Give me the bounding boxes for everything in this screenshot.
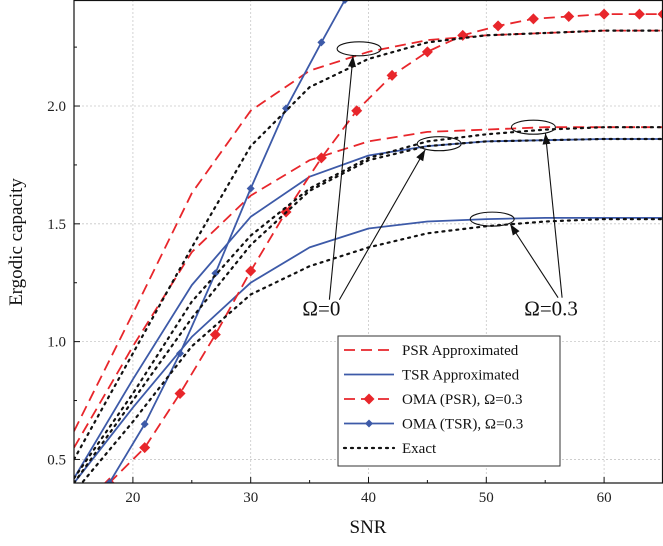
x-tick-label: 20 <box>125 490 140 506</box>
data-point-blue-solid-diamond <box>105 479 114 483</box>
annotation-label: Ω=0.3 <box>524 297 578 321</box>
data-point-red-dashed-diamond <box>633 8 645 20</box>
annotation-arrowhead <box>510 224 520 236</box>
y-tick-label: 0.5 <box>47 452 66 468</box>
legend-label: OMA (TSR), Ω=0.3 <box>402 417 523 433</box>
data-point-red-dashed-diamond <box>598 8 610 20</box>
series-layer <box>74 0 663 483</box>
legend-label: PSR Approximated <box>402 343 519 359</box>
data-point-red-dashed-diamond <box>351 105 363 117</box>
legend: PSR Approximated TSR Approximated OMA (PSR… <box>337 335 561 467</box>
data-point-red-dashed-diamond <box>209 329 221 341</box>
x-axis-title: SNR <box>350 517 387 538</box>
series-line-red-dashed <box>74 126 663 449</box>
data-point-red-dashed-diamond <box>174 387 186 399</box>
annotation-arrow-line <box>544 133 563 298</box>
annotation-label: Ω=0 <box>302 297 340 321</box>
data-point-red-dashed-diamond <box>492 20 504 32</box>
series-line-blue-solid <box>74 138 663 479</box>
annotation-arrow-line <box>338 149 426 300</box>
annotation-arrow-line <box>328 55 354 300</box>
series-line-black-dotted <box>74 126 663 480</box>
data-point-red-dashed-diamond <box>527 13 539 25</box>
legend-label: Exact <box>402 441 437 457</box>
data-point-red-dashed-diamond <box>139 442 151 454</box>
y-tick-label: 1.5 <box>47 217 66 233</box>
data-point-blue-solid-diamond <box>282 104 291 113</box>
x-tick-label: 30 <box>243 490 258 506</box>
legend-label: TSR Approximated <box>402 368 520 384</box>
legend-swatch-marker <box>365 419 373 428</box>
ellipse-marker <box>510 119 556 135</box>
series-line-black-dotted <box>80 218 663 483</box>
grid <box>74 0 663 483</box>
annotation-arrowhead <box>542 133 551 145</box>
data-point-red-dashed-diamond <box>245 265 257 277</box>
x-tick-label: 60 <box>597 490 612 506</box>
x-tick-label: 40 <box>361 490 376 506</box>
data-point-blue-solid-diamond <box>246 184 255 193</box>
annotation-layer: Ω=0 Ω=0.3 <box>302 41 578 321</box>
series-line-blue-solid <box>74 216 663 483</box>
y-tick-label: 2.0 <box>47 99 66 115</box>
ellipse-marker <box>469 211 515 227</box>
data-point-red-dashed-diamond <box>421 46 433 58</box>
data-point-red-dashed-diamond <box>315 152 327 164</box>
data-point-red-dashed-diamond <box>657 8 663 20</box>
data-point-red-dashed-diamond <box>563 10 575 22</box>
ellipse-marker <box>336 41 382 57</box>
x-tick-label: 50 <box>479 490 494 506</box>
ellipse-marker <box>416 136 462 152</box>
legend-box <box>337 335 561 467</box>
y-tick-label: 1.0 <box>47 335 66 351</box>
y-axis-title: Ergodic capacity <box>6 178 27 306</box>
data-point-blue-solid-diamond <box>140 420 149 429</box>
data-point-blue-solid-diamond <box>176 349 185 358</box>
legend-label: OMA (PSR), Ω=0.3 <box>402 392 522 408</box>
annotation-arrow-line <box>509 223 559 299</box>
series-line-black-dotted <box>74 137 663 483</box>
annotation-arrowhead <box>416 149 426 162</box>
annotation-arrowhead <box>348 55 356 68</box>
series-line-black-dotted <box>74 29 663 461</box>
legend-swatch-marker <box>363 393 375 405</box>
series-line-blue-solid-diamond <box>108 0 346 483</box>
data-point-blue-solid-diamond <box>317 38 326 47</box>
data-point-red-dashed-diamond <box>386 69 398 81</box>
